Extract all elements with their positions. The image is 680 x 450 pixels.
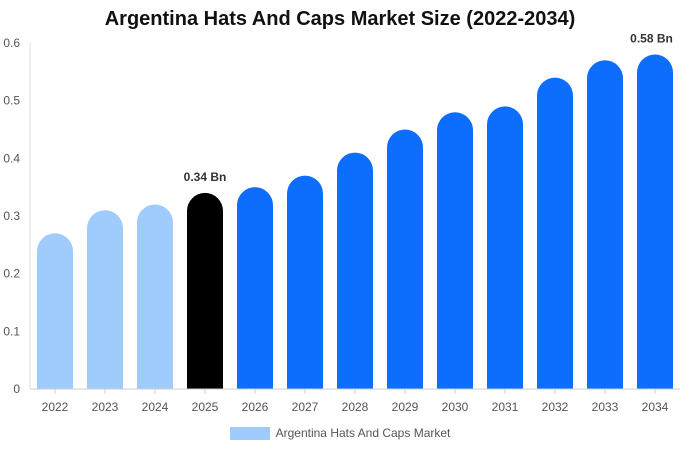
y-tick-label: 0.5 xyxy=(3,94,20,108)
legend: Argentina Hats And Caps Market xyxy=(0,426,680,440)
bar-2023 xyxy=(87,210,123,389)
bar-2028 xyxy=(337,152,373,389)
y-tick-label: 0.4 xyxy=(3,151,20,165)
x-tick-label: 2032 xyxy=(542,400,569,414)
y-tick-label: 0 xyxy=(13,382,20,396)
y-axis: 0 0.1 0.2 0.3 0.4 0.5 0.6 xyxy=(3,36,31,396)
x-tick-label: 2031 xyxy=(492,400,519,414)
bars xyxy=(37,54,673,390)
x-tick-label: 2022 xyxy=(42,400,69,414)
x-tick-label: 2030 xyxy=(442,400,469,414)
y-tick-label: 0.2 xyxy=(3,267,20,281)
bar-2027 xyxy=(287,175,323,389)
y-tick-label: 0.1 xyxy=(3,324,20,338)
bar-2034 xyxy=(637,54,673,390)
bar-2031 xyxy=(487,106,523,389)
bar-2029 xyxy=(387,129,423,389)
x-tick-label: 2029 xyxy=(392,400,419,414)
bar-2025 xyxy=(187,192,223,389)
x-tick-label: 2027 xyxy=(292,400,319,414)
data-label-2025: 0.34 Bn xyxy=(184,170,227,184)
y-tick-label: 0.6 xyxy=(3,36,20,50)
bar-2032 xyxy=(537,77,573,389)
x-tick-label: 2033 xyxy=(592,400,619,414)
x-tick-label: 2023 xyxy=(92,400,119,414)
legend-swatch xyxy=(229,426,270,440)
bar-2024 xyxy=(137,204,173,389)
chart-title: Argentina Hats And Caps Market Size (202… xyxy=(104,8,576,30)
legend-label: Argentina Hats And Caps Market xyxy=(275,426,451,440)
x-tick-label: 2026 xyxy=(242,400,269,414)
x-tick-label: 2024 xyxy=(142,400,169,414)
data-labels: 0.34 Bn 0.58 Bn xyxy=(184,32,673,184)
x-tick-label: 2028 xyxy=(342,400,369,414)
y-tick-label: 0.3 xyxy=(3,209,20,223)
x-tick-label: 2025 xyxy=(192,400,219,414)
x-axis: 2022 2023 2024 2025 2026 2027 2028 2029 2030 2031… xyxy=(30,388,680,414)
x-tick-label: 2034 xyxy=(642,400,669,414)
bar-2030 xyxy=(437,112,473,389)
bar-2022 xyxy=(37,233,73,389)
bar-2026 xyxy=(237,187,273,389)
bar-2033 xyxy=(587,60,623,389)
data-label-2034: 0.58 Bn xyxy=(630,32,673,46)
